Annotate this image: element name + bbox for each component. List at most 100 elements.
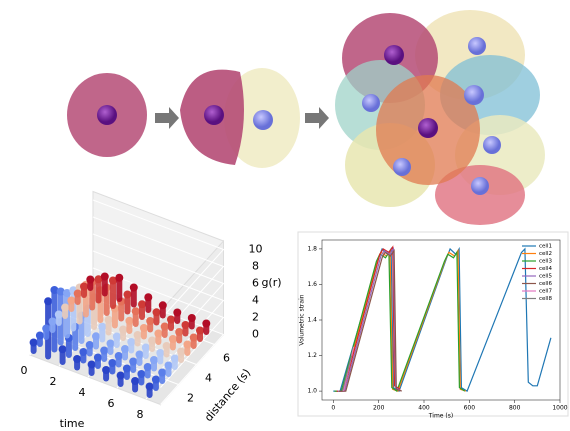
point [142,344,150,352]
point [115,274,123,282]
point [169,335,177,343]
point [153,308,161,316]
point [182,321,190,329]
point [59,345,67,353]
z-tick-label: 8 [252,260,259,273]
x-tick-label: 400 [418,405,430,412]
point [175,328,183,336]
point [146,383,154,391]
x-tick-label: 200 [373,405,385,412]
point [102,366,110,374]
legend-label: cell1 [539,244,552,250]
point [74,290,82,298]
point [101,273,109,281]
y-tick-label: 1.4 [307,317,317,324]
line-panel [298,232,568,416]
point [121,345,129,353]
x-tick-label: 4 [79,386,86,399]
point [86,276,94,284]
y-tick-label: 2 [187,392,194,405]
x-tick-label: 0 [331,405,335,412]
point [105,316,113,324]
point [92,332,100,340]
legend-label: cell2 [539,251,552,257]
point [202,320,210,328]
legend-label: cell5 [539,274,552,280]
point [144,363,152,371]
legend-label: cell4 [539,266,552,272]
point [146,317,154,325]
point [173,309,181,317]
point [94,354,102,362]
point [115,352,123,360]
point [117,372,125,380]
x-tick-label: 800 [509,405,521,412]
point [132,307,140,315]
point [165,362,173,370]
point [88,361,96,369]
point [119,326,127,334]
y-axis-label: Volumetric strain [299,294,306,345]
point [98,323,106,331]
point [188,314,196,322]
point [125,317,133,325]
z-tick-label: 4 [252,294,259,307]
x-axis-label: Time (s) [428,413,453,420]
z-tick-label: 0 [252,328,259,341]
point [113,333,121,341]
point [140,324,148,332]
point [100,347,108,355]
point [134,331,142,339]
point [73,355,81,363]
figure: 024681002468246timedistance (s)g(r) 0200… [0,0,570,427]
point [61,304,69,312]
point [137,370,145,378]
x-tick-label: 6 [108,397,115,410]
point [123,365,131,373]
y-tick-label: 1.0 [307,388,317,395]
point [44,297,52,305]
z-tick-label: 2 [252,311,259,324]
point [30,339,38,347]
z-axis-label: g(r) [261,276,281,289]
y-tick-label: 1.6 [307,281,317,288]
y-tick-label: 6 [223,352,230,365]
x-tick-label: 0 [21,364,28,377]
x-tick-label: 2 [50,375,57,388]
point [127,338,135,346]
point [108,359,116,367]
cell-illustration [67,10,545,225]
point [144,293,152,301]
point [156,349,164,357]
point [136,351,144,359]
x-axis-label: time [60,417,85,427]
point [67,297,75,305]
point [159,301,167,309]
y-tick-label: 1.8 [307,245,317,252]
point [158,369,166,377]
point [167,316,175,324]
point [154,330,162,338]
point [129,358,137,366]
point [49,318,57,326]
x-tick-label: 1000 [552,405,567,412]
y-tick-label: 4 [205,372,212,385]
point [107,340,115,348]
point [161,323,169,331]
point [42,325,50,333]
point [55,311,63,319]
point [183,341,191,349]
point [152,376,160,384]
legend-label: cell8 [539,296,552,302]
point [171,355,179,363]
point [131,377,139,385]
point [124,291,132,299]
z-tick-label: 10 [249,243,263,256]
point [130,284,138,292]
legend-label: cell6 [539,281,552,287]
legend-label: cell7 [539,289,552,295]
point [79,348,87,356]
point [138,300,146,308]
point [36,332,44,340]
